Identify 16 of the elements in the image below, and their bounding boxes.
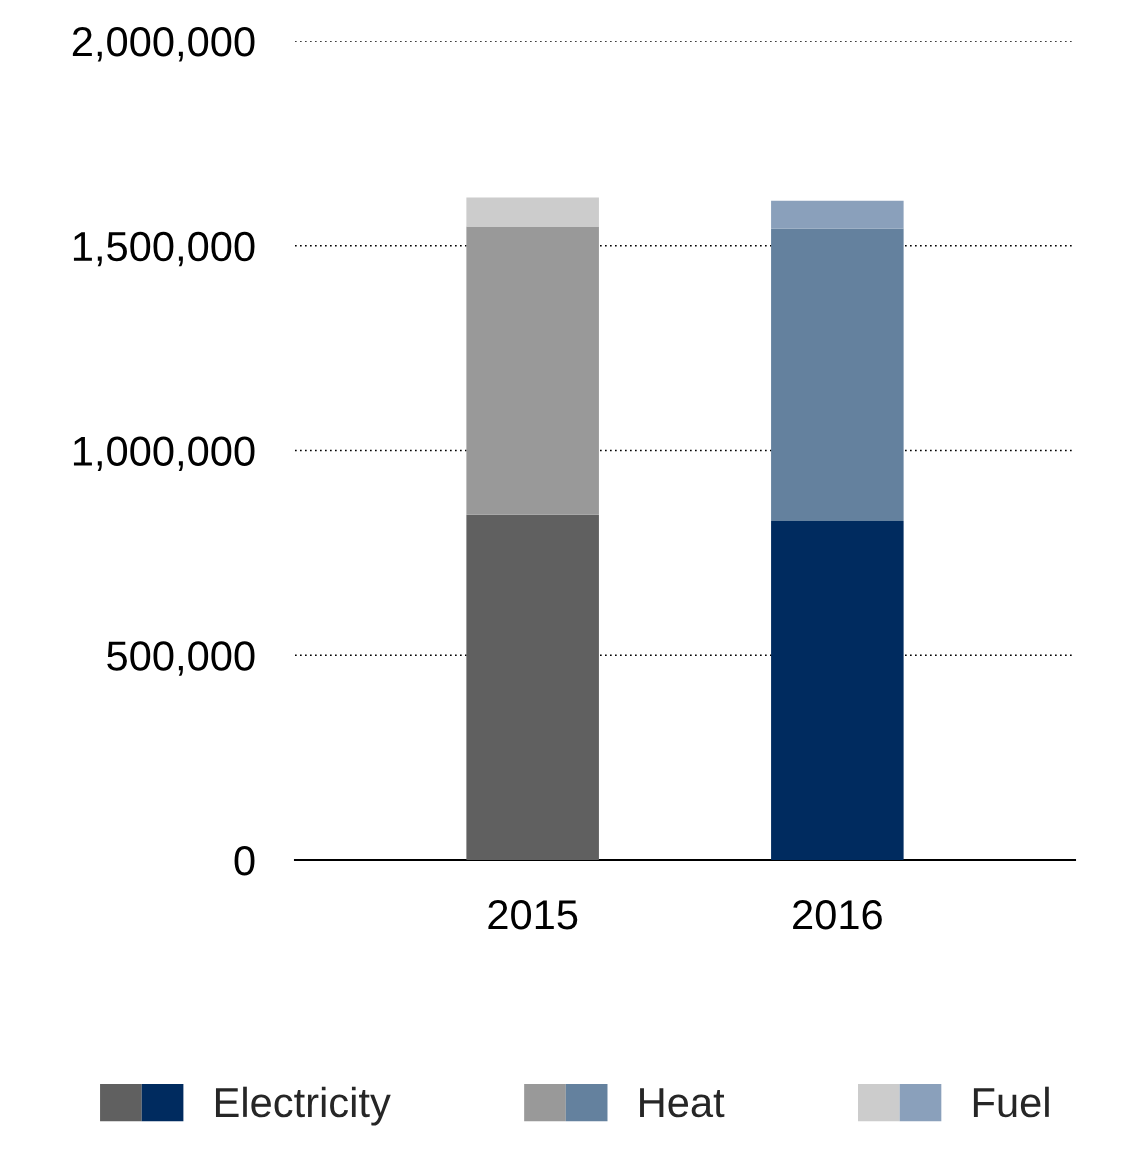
bar [466,226,599,515]
bar [771,520,904,860]
y-tick-label: 500,000 [107,641,255,676]
y-tick-label: 2,000,000 [72,27,255,62]
bar [466,514,599,860]
legend-label: Electricity [215,1086,391,1126]
x-tick-label: 2015 [488,899,578,930]
bar [771,228,904,521]
legend-label: Heat [640,1088,725,1118]
legend-label: Fuel [973,1086,1049,1118]
x-tick-label: 2016 [793,899,882,930]
bar [771,200,904,229]
bar [466,197,599,227]
y-tick-label: 0 [234,846,255,876]
y-tick-label: 1,500,000 [73,231,255,267]
y-tick-label: 1,000,000 [73,436,255,471]
